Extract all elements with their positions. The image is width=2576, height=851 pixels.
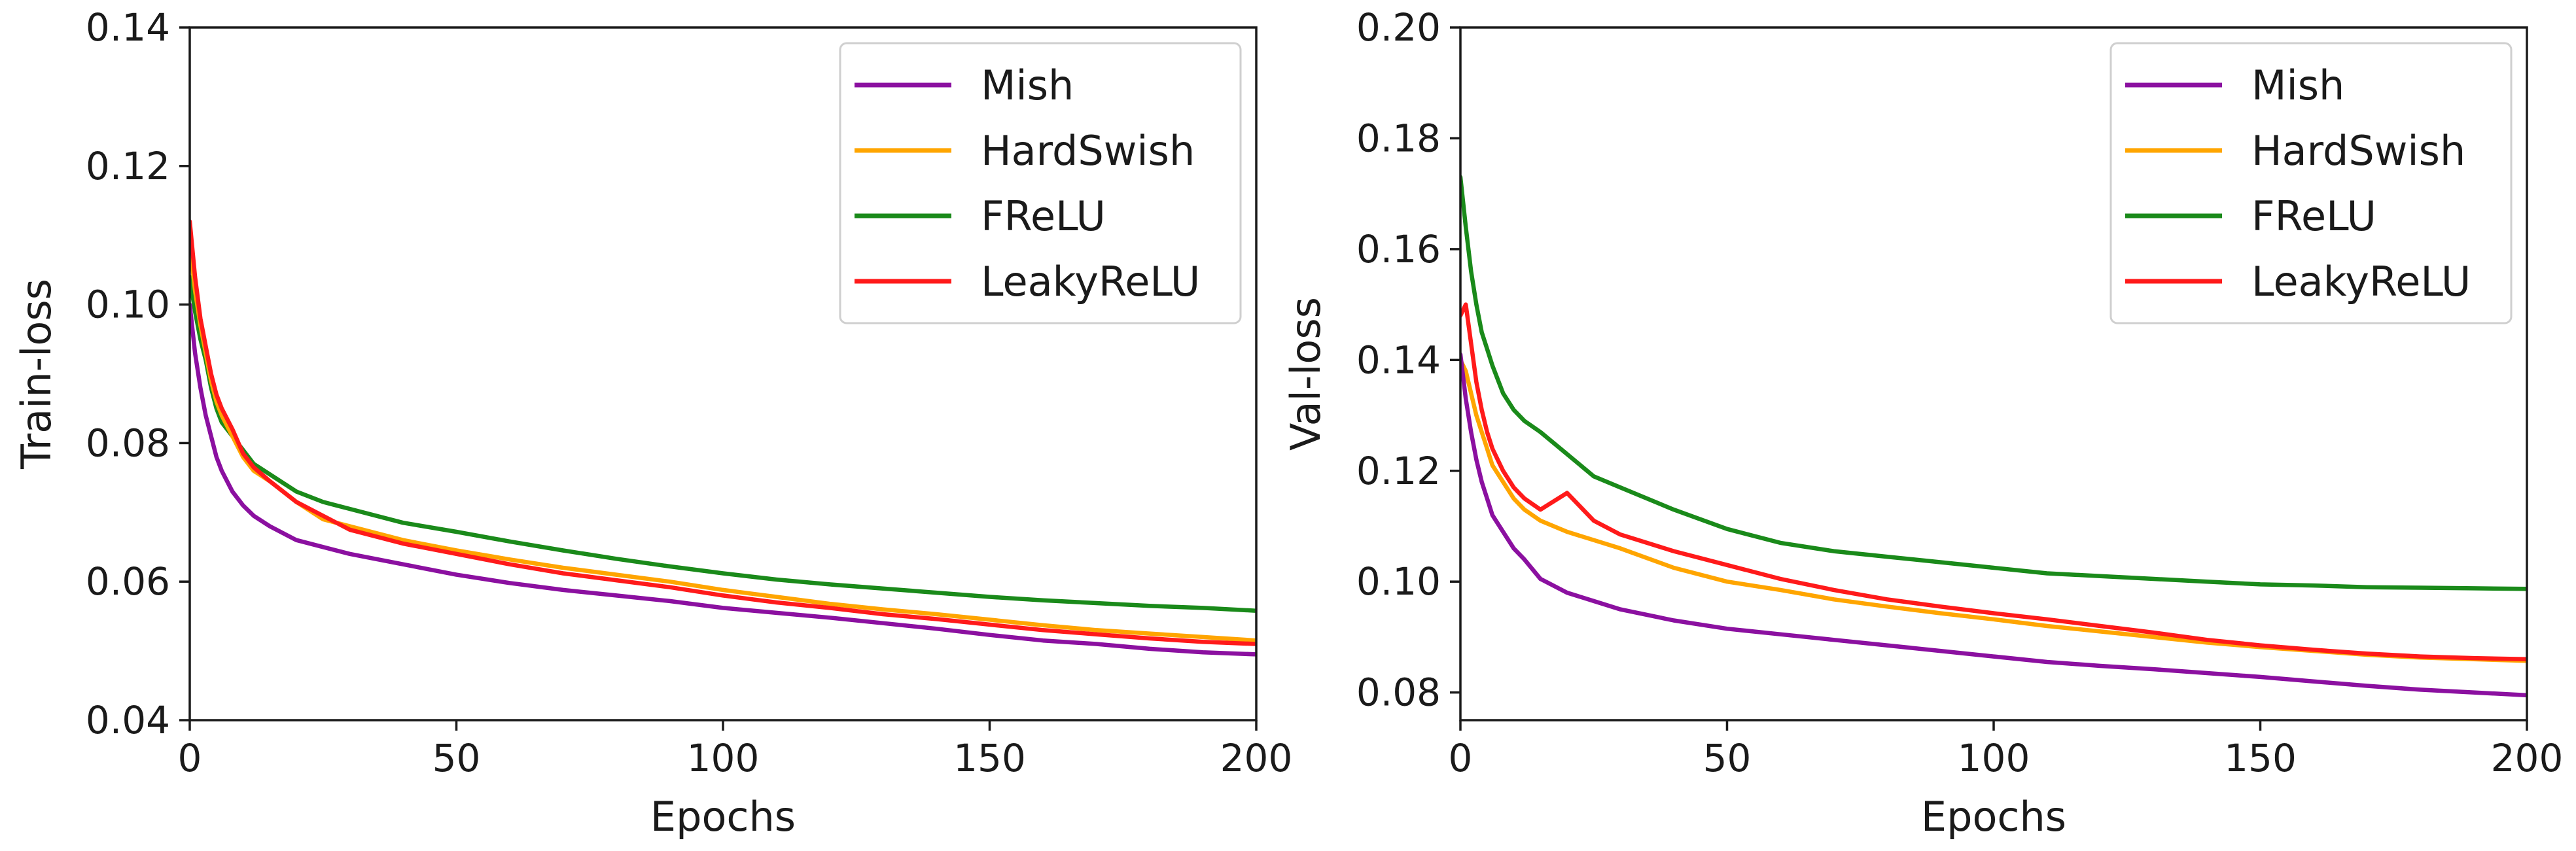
x-tick-label: 200 xyxy=(1220,736,1293,780)
x-tick-label: 100 xyxy=(1958,736,2030,780)
x-tick-label: 150 xyxy=(953,736,1026,780)
x-tick-label: 100 xyxy=(687,736,760,780)
y-tick-label: 0.08 xyxy=(86,421,170,465)
series-line-frelu xyxy=(1460,175,2527,591)
series-group xyxy=(190,219,1256,657)
y-tick-label: 0.16 xyxy=(1356,227,1441,271)
legend-label-mish: Mish xyxy=(981,61,1074,109)
y-tick-label: 0.06 xyxy=(86,559,170,604)
series-line-mish xyxy=(190,302,1256,657)
x-tick-label: 50 xyxy=(432,736,481,780)
y-tick-label: 0.18 xyxy=(1356,116,1441,160)
legend-label-hardswish: HardSwish xyxy=(2251,127,2465,175)
y-tick-label: 0.12 xyxy=(86,144,170,188)
series-line-frelu xyxy=(190,274,1256,613)
x-tick-label: 150 xyxy=(2224,736,2297,780)
y-tick-label: 0.08 xyxy=(1356,670,1441,715)
legend-box xyxy=(2109,42,2513,324)
y-axis-title: Train-loss xyxy=(12,279,60,470)
x-tick-label: 0 xyxy=(1449,736,1473,780)
legend-label-frelu: FReLU xyxy=(981,192,1106,240)
y-tick-label: 0.20 xyxy=(1356,5,1441,50)
train-loss-chart: 0 50 100 150 200 0.04 0.06 0.08 0.10 0.12 0.14 Epoc… xyxy=(12,5,1292,841)
y-tick-label: 0.12 xyxy=(1356,449,1441,493)
legend-label-mish: Mish xyxy=(2251,61,2344,109)
legend-label-frelu: FReLU xyxy=(2251,192,2376,240)
series-line-hardswish xyxy=(190,240,1256,643)
y-tick-label: 0.14 xyxy=(1356,338,1441,382)
y-tick-label: 0.04 xyxy=(86,698,170,742)
val-loss-chart: 0 50 100 150 200 0.08 0.10 0.12 0.14 0.16 0.18 0.20… xyxy=(1282,5,2563,841)
x-axis-title: Epochs xyxy=(1921,793,2066,841)
legend-label-leakyrelu: LeakyReLU xyxy=(981,258,1200,305)
legend: Mish HardSwish FReLU LeakyReLU xyxy=(839,42,1242,324)
series-line-leakyrelu xyxy=(1460,302,2527,662)
y-tick-label: 0.10 xyxy=(86,283,170,327)
series-group xyxy=(1460,175,2527,698)
x-tick-label: 50 xyxy=(1703,736,1752,780)
legend-box xyxy=(839,42,1242,324)
legend-label-hardswish: HardSwish xyxy=(981,127,1195,175)
x-tick-label: 0 xyxy=(178,736,202,780)
legend-label-leakyrelu: LeakyReLU xyxy=(2251,258,2471,305)
y-tick-label: 0.14 xyxy=(86,5,170,50)
legend: Mish HardSwish FReLU LeakyReLU xyxy=(2109,42,2513,324)
series-line-hardswish xyxy=(1460,358,2527,663)
x-tick-label: 200 xyxy=(2491,736,2564,780)
series-line-mish xyxy=(1460,352,2527,698)
x-axis-title: Epochs xyxy=(650,793,796,841)
series-line-leakyrelu xyxy=(190,219,1256,646)
y-tick-label: 0.10 xyxy=(1356,559,1441,604)
y-axis-title: Val-loss xyxy=(1282,297,1330,451)
